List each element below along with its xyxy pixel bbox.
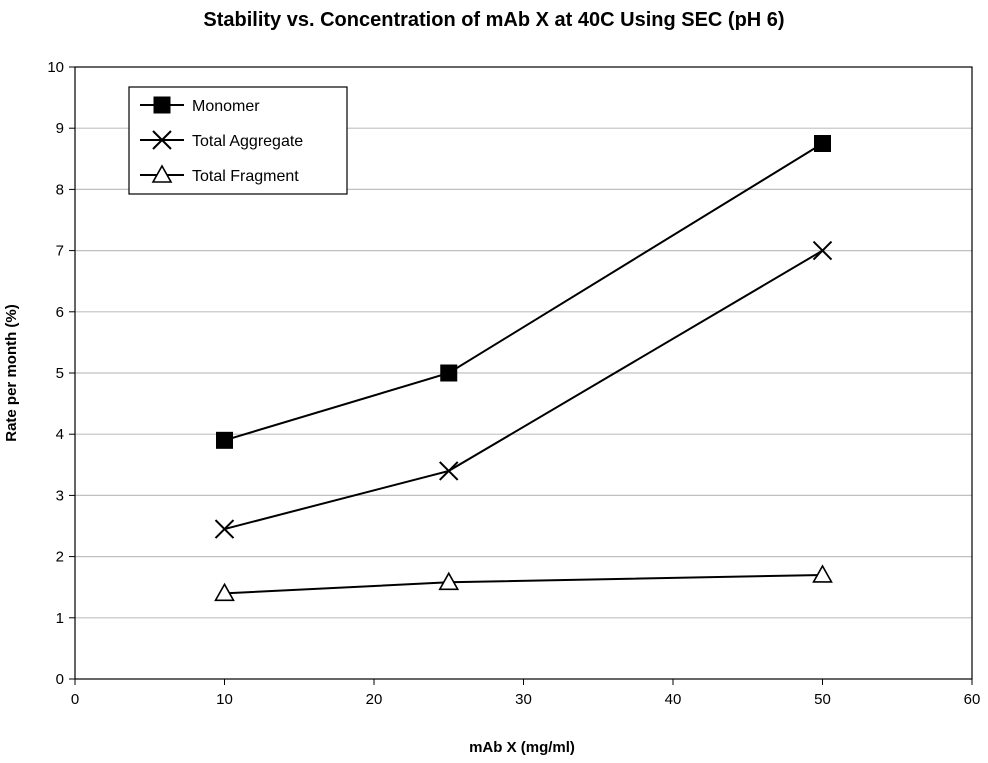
y-tick-label: 1 xyxy=(56,610,64,627)
y-tick-label: 0 xyxy=(56,671,64,688)
point-total-fragment xyxy=(438,571,460,591)
y-tick-label: 4 xyxy=(56,426,64,443)
y-tick-label: 8 xyxy=(56,181,64,198)
legend-label-total-fragment: Total Fragment xyxy=(192,168,299,185)
marker-stroke xyxy=(439,461,459,481)
y-tick-label: 7 xyxy=(56,243,64,260)
series-total-aggregate xyxy=(214,240,833,539)
legend: Monomer Total Aggregate Total Fragment xyxy=(128,86,348,195)
point-monomer xyxy=(814,135,831,152)
point-total-aggregate xyxy=(439,461,459,481)
point-monomer xyxy=(216,431,233,449)
x-tick-label: 20 xyxy=(366,691,383,708)
legend-label-monomer: Monomer xyxy=(192,98,260,115)
y-tick-label: 9 xyxy=(56,120,64,137)
x-axis-title: mAb X (mg/ml) xyxy=(469,739,575,756)
legend-marker-total-aggregate xyxy=(152,130,172,150)
x-tick-label: 30 xyxy=(515,691,532,708)
series-line-total-fragment xyxy=(224,573,823,595)
gridlines xyxy=(75,127,972,619)
x-tick-label: 10 xyxy=(216,691,233,708)
y-tick-label: 3 xyxy=(56,487,64,504)
series-line-total-aggregate xyxy=(224,249,824,531)
marker-stroke xyxy=(152,130,172,150)
data-series xyxy=(214,135,833,602)
marker-stroke xyxy=(812,240,833,261)
series-total-fragment xyxy=(214,564,833,602)
chart-title: Stability vs. Concentration of mAb X at … xyxy=(203,9,784,31)
series-monomer xyxy=(216,135,831,449)
axis-ticks: 0 1 2 3 4 5 6 7 8 9 10 0 10 20 30 40 50 60 xyxy=(47,59,980,708)
legend-label-total-aggregate: Total Aggregate xyxy=(192,133,303,150)
y-tick-label: 6 xyxy=(56,304,64,321)
legend-marker-monomer xyxy=(153,96,171,114)
point-total-aggregate xyxy=(812,240,833,261)
point-monomer xyxy=(440,364,458,382)
y-tick-label: 2 xyxy=(56,549,64,566)
x-tick-label: 60 xyxy=(964,691,981,708)
legend-marker-total-fragment xyxy=(151,164,173,183)
y-axis-title: Rate per month (%) xyxy=(3,304,20,442)
point-total-aggregate xyxy=(214,519,235,539)
point-total-fragment xyxy=(812,564,833,583)
marker-stroke xyxy=(214,519,235,539)
y-tick-label: 10 xyxy=(47,59,64,76)
point-total-fragment xyxy=(214,582,235,602)
x-tick-label: 0 xyxy=(71,691,79,708)
x-tick-label: 40 xyxy=(665,691,682,708)
x-tick-label: 50 xyxy=(814,691,831,708)
y-tick-label: 5 xyxy=(56,365,64,382)
